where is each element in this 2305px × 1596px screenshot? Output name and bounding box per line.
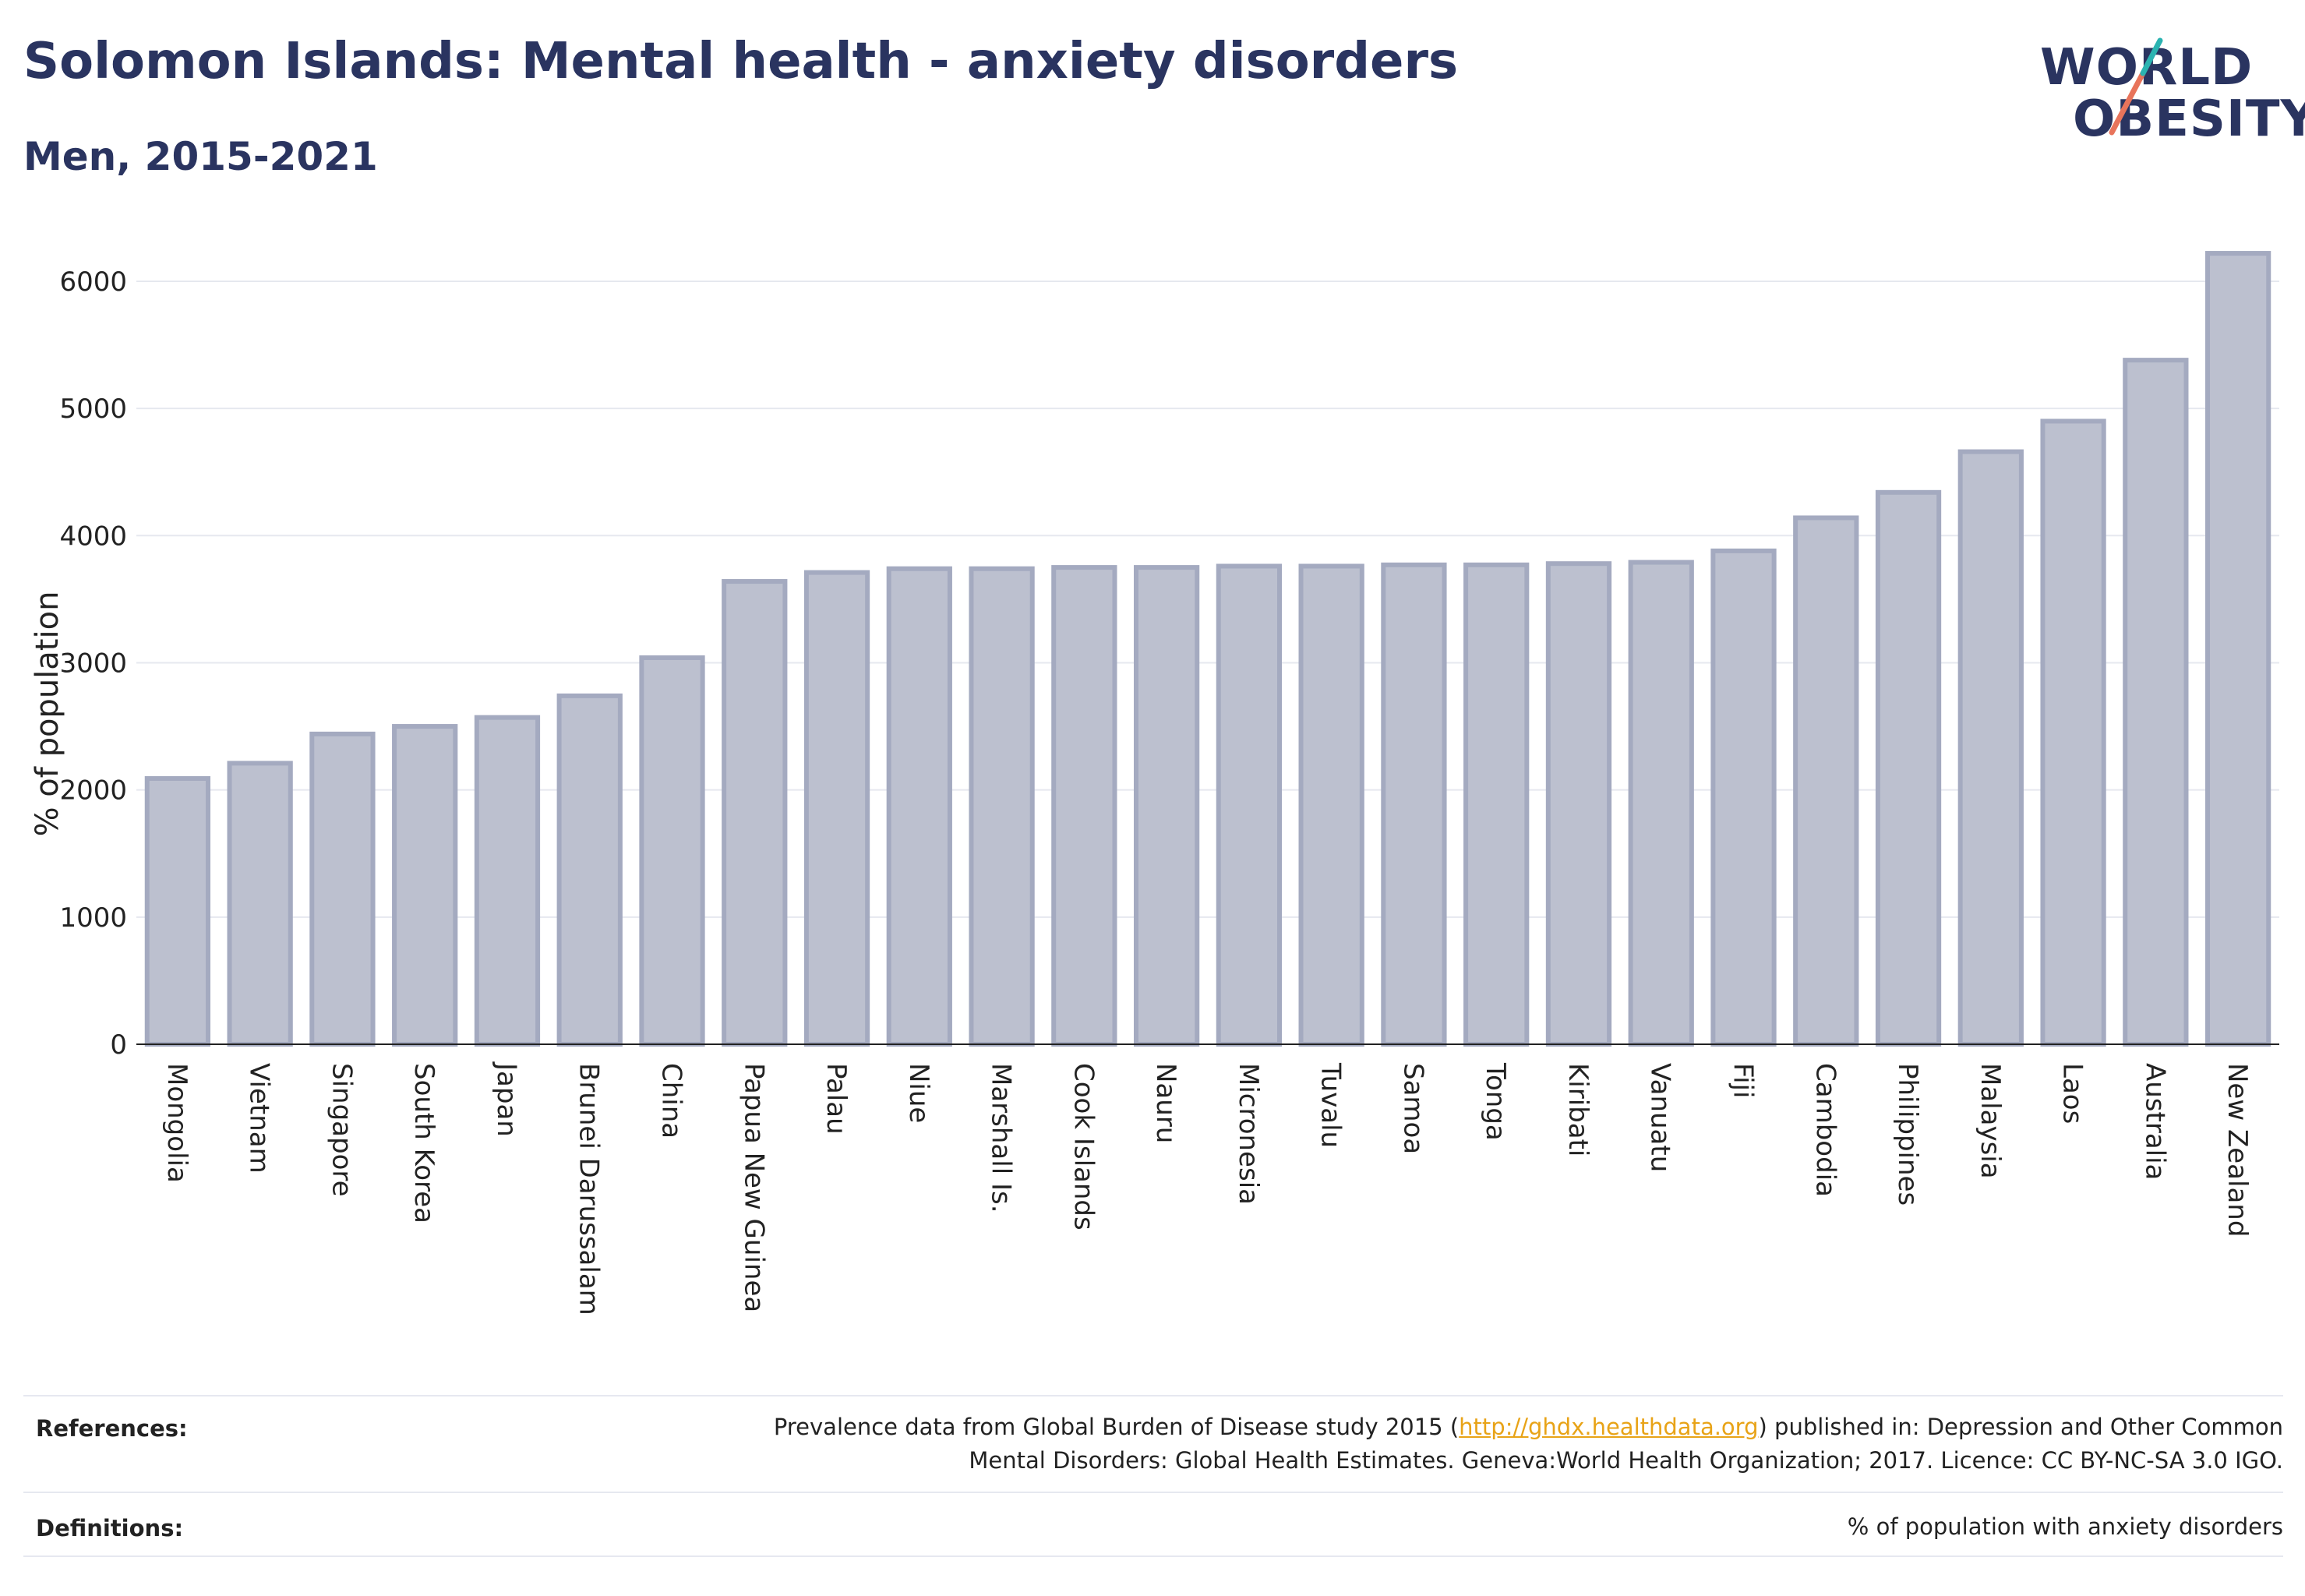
x-category-label: Laos	[2057, 1063, 2088, 1124]
y-axis-title: % of population	[30, 591, 65, 837]
logo-word-obesity: OBESITY	[2073, 90, 2305, 148]
footer-separator-mid	[23, 1492, 2283, 1493]
x-category-label: Vietnam	[244, 1063, 275, 1174]
bar-philippines	[1875, 489, 1942, 1047]
x-category-label: Tonga	[1480, 1062, 1511, 1141]
world-obesity-logo: WORLD OBESITY	[2026, 31, 2305, 171]
x-category-label: Cambodia	[1809, 1063, 1841, 1197]
references-text-after: ) published in: Depression and Other Com…	[1758, 1414, 2284, 1440]
x-category-label: Malaysia	[1975, 1063, 2006, 1179]
bar-tonga	[1463, 562, 1530, 1047]
references-line2: Mental Disorders: Global Health Estimate…	[969, 1447, 2283, 1474]
y-tick-label: 5000	[59, 394, 127, 425]
x-category-label: Nauru	[1150, 1063, 1181, 1143]
bar-australia	[2123, 358, 2189, 1047]
bars	[144, 251, 2271, 1047]
bar-papua-new-guinea	[722, 579, 788, 1047]
definitions-label: Definitions:	[36, 1515, 184, 1541]
references-row: References: Prevalence data from Global …	[23, 1411, 2283, 1488]
x-category-label: Mongolia	[161, 1063, 192, 1183]
bar-chart: 0 1000 2000 3000 4000 5000 6000 Mongolia Vietna…	[30, 251, 2279, 1315]
chart-title: Solomon Islands: Mental health - anxiety…	[23, 33, 1459, 90]
bar-mongolia	[144, 775, 211, 1047]
bar-laos	[2040, 418, 2106, 1047]
y-tick-label: 2000	[59, 775, 127, 807]
footer-separator-bottom	[23, 1555, 2283, 1557]
bar-new-zealand	[2204, 251, 2271, 1047]
bar-marshall-is	[969, 566, 1035, 1047]
x-category-label: Fiji	[1728, 1063, 1759, 1098]
references-link[interactable]: http://ghdx.healthdata.org	[1459, 1414, 1759, 1440]
x-category-label: Kiribati	[1562, 1063, 1594, 1156]
bar-malaysia	[1957, 449, 2024, 1047]
bar-samoa	[1381, 562, 1447, 1047]
x-category-label: Papua New Guinea	[738, 1063, 769, 1312]
bar-cambodia	[1793, 515, 1859, 1047]
x-category-label: Samoa	[1397, 1063, 1428, 1154]
gridlines	[136, 280, 2279, 918]
bar-palau	[803, 570, 870, 1047]
y-tick-label: 1000	[59, 902, 127, 934]
x-category-label: South Korea	[408, 1063, 439, 1223]
references-text-before: Prevalence data from Global Burden of Di…	[773, 1414, 1460, 1440]
x-category-label: New Zealand	[2222, 1063, 2253, 1237]
bar-cook-islands	[1051, 565, 1117, 1047]
y-tick-label: 4000	[59, 521, 127, 552]
bar-south-korea	[392, 724, 458, 1047]
chart-subtitle: Men, 2015-2021	[23, 134, 378, 179]
x-category-label: Tuvalu	[1315, 1062, 1347, 1148]
x-category-label: Philippines	[1892, 1063, 1923, 1206]
y-axis-ticks: 0 1000 2000 3000 4000 5000 6000	[59, 267, 127, 1061]
x-category-label: Micronesia	[1233, 1063, 1264, 1205]
bar-tuvalu	[1298, 563, 1364, 1047]
x-category-label: Cook Islands	[1068, 1063, 1099, 1231]
bar-vanuatu	[1628, 560, 1694, 1047]
y-tick-label: 6000	[59, 267, 127, 298]
x-category-label: Vanuatu	[1645, 1063, 1676, 1172]
references-text: Prevalence data from Global Burden of Di…	[569, 1411, 2283, 1478]
bar-singapore	[309, 731, 376, 1047]
bar-china	[639, 655, 705, 1047]
x-category-label: Brunei Darussalam	[574, 1063, 605, 1315]
references-label: References:	[36, 1415, 188, 1442]
x-category-label: Singapore	[326, 1063, 357, 1197]
x-category-label: Marshall Is.	[986, 1063, 1017, 1213]
bar-niue	[886, 566, 952, 1047]
definitions-text: % of population with anxiety disorders	[1847, 1513, 2283, 1540]
x-category-label: China	[656, 1063, 687, 1139]
bar-kiribati	[1545, 561, 1612, 1047]
bar-brunei-darussalam	[556, 693, 623, 1047]
bar-micronesia	[1216, 563, 1283, 1047]
y-tick-label: 0	[110, 1029, 127, 1061]
x-category-label: Niue	[903, 1063, 934, 1123]
y-tick-label: 3000	[59, 648, 127, 679]
bar-vietnam	[227, 761, 293, 1047]
bar-fiji	[1710, 548, 1777, 1047]
definitions-row: Definitions: % of population with anxiet…	[23, 1510, 2283, 1549]
bar-nauru	[1133, 565, 1200, 1047]
x-category-label: Australia	[2139, 1063, 2170, 1180]
footer-separator-top	[23, 1395, 2283, 1396]
x-axis-categories: Mongolia Vietnam Singapore South Korea Japan…	[161, 1061, 2253, 1315]
x-category-label: Japan	[491, 1061, 522, 1137]
bar-japan	[474, 715, 541, 1047]
logo-slash-icon	[2109, 37, 2163, 136]
x-category-label: Palau	[821, 1063, 852, 1135]
